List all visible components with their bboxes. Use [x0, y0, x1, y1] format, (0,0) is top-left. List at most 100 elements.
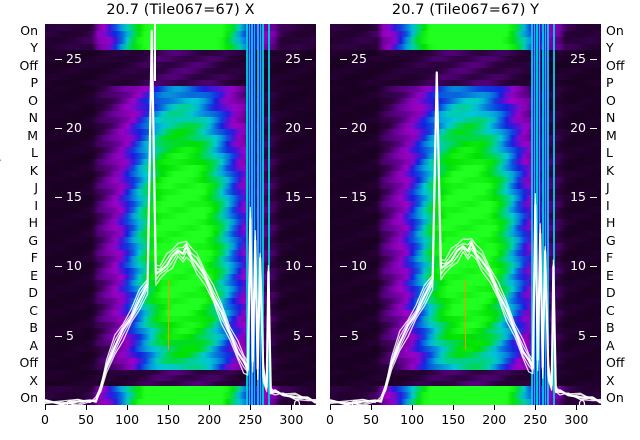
x-tick-label: 300	[564, 412, 589, 427]
category-label-right-12: G	[606, 232, 616, 248]
heatmap-row	[45, 24, 316, 32]
y-tick-label: 25	[285, 51, 312, 66]
heatmap-row	[330, 243, 601, 251]
heatmap-vertical-stripe	[539, 24, 541, 405]
heatmap-row	[45, 334, 316, 341]
category-label-left-0: On	[20, 23, 38, 38]
heatmap-row	[330, 273, 601, 281]
y-tick-label: 10	[285, 258, 312, 273]
y-tick-text: 5	[66, 327, 74, 343]
heatmap-row	[330, 30, 601, 38]
heatmap-row	[45, 110, 316, 118]
y-tick-label: 20	[340, 120, 367, 135]
x-tick-label: 150	[441, 412, 466, 427]
heatmap-vertical-stripe	[536, 24, 539, 405]
category-label-left-15: D	[28, 285, 38, 301]
y-tick-text: 0	[578, 397, 586, 405]
category-label-right-20: X	[606, 372, 615, 388]
heatmap-row	[45, 392, 316, 400]
y-tick-label: 25	[570, 51, 597, 66]
x-tick-label: 100	[115, 412, 140, 427]
x-tick-label: 150	[156, 412, 181, 427]
heatmap-row	[330, 170, 601, 178]
heatmap-row	[45, 140, 316, 148]
heatmap-row	[45, 92, 316, 100]
y-tick-mark	[55, 127, 62, 129]
heatmap-row	[330, 385, 601, 393]
heatmap-row	[330, 140, 601, 148]
overlay-trace	[45, 30, 316, 405]
heatmap-row	[330, 74, 601, 81]
y-tick-mark	[305, 127, 312, 129]
heatmap-row	[45, 74, 316, 81]
heatmap-row	[45, 322, 316, 329]
heatmap-panel-y[interactable]: 0 0 5 5 10 10 15 15 20 20 25 25	[330, 24, 601, 405]
heatmap-row	[330, 375, 601, 382]
heatmap-vertical-stripe	[547, 24, 549, 405]
y-tick-label: 0	[340, 397, 359, 405]
x-axis-x: 0 50 100 150 200 250 300	[41, 405, 316, 439]
y-tick-mark	[55, 266, 62, 268]
heatmap-row	[45, 219, 316, 226]
overlay-trace	[330, 71, 601, 404]
y-tick-label: 15	[340, 189, 367, 204]
y-tick-mark	[340, 58, 347, 60]
x-tick-label: 250	[238, 412, 263, 427]
category-label-right-6: M	[606, 127, 617, 143]
heatmap-row	[45, 231, 316, 239]
y-tick-label: 0	[293, 397, 312, 405]
heatmap-row	[45, 398, 316, 405]
category-label-right-8: K	[606, 162, 615, 178]
y-tick-text: 25	[570, 50, 586, 66]
heatmap-row	[330, 164, 601, 172]
heatmap-row	[330, 43, 601, 51]
category-label-left-13: F	[30, 250, 38, 266]
heatmap-row	[330, 219, 601, 226]
category-label-left-10: I	[34, 197, 38, 213]
y-tick-text: 0	[293, 397, 301, 405]
heatmap-row	[45, 62, 316, 69]
heatmap-row	[330, 201, 601, 208]
heatmap-vertical-stripe	[553, 24, 555, 405]
heatmap-row	[45, 237, 316, 245]
heatmap-vertical-stripe	[540, 24, 542, 405]
x-tick-mark	[412, 405, 414, 410]
x-tick-label: 0	[41, 412, 49, 427]
y-tick-label: 20	[570, 120, 597, 135]
heatmap-row	[45, 213, 316, 220]
heatmap-row	[45, 146, 316, 154]
heatmap-panel-x[interactable]: 0 0 5 5 10 10 15 15 20 20 25 25	[45, 24, 316, 405]
heatmap-vertical-stripe	[250, 24, 253, 405]
heatmap-row	[330, 158, 601, 166]
y-tick-label: 20	[55, 120, 82, 135]
x-tick-mark	[250, 405, 252, 410]
y-tick-text: 15	[351, 189, 367, 205]
y-tick-label: 15	[55, 189, 82, 204]
heatmap-row	[45, 98, 316, 106]
y-tick-text: 5	[578, 327, 586, 343]
heatmap-vertical-stripe	[254, 24, 256, 405]
heatmap-row	[45, 267, 316, 275]
heatmap-row	[45, 385, 316, 393]
heatmap-row	[330, 267, 601, 275]
orange-marker-stripe	[464, 280, 466, 350]
y-tick-mark	[55, 335, 62, 337]
x-tick-mark	[291, 405, 293, 410]
heatmap-row	[330, 207, 601, 214]
y-tick-mark	[305, 266, 312, 268]
category-label-right-16: C	[606, 302, 615, 318]
category-label-left-7: L	[31, 145, 38, 161]
category-label-right-21: On	[606, 390, 624, 405]
category-label-left-2: Off	[19, 57, 38, 73]
heatmap-row	[330, 370, 601, 377]
heatmap-row	[330, 134, 601, 142]
heatmap-vertical-stripe	[248, 24, 251, 405]
y-tick-text: 20	[66, 119, 82, 135]
category-label-left-17: B	[29, 320, 38, 336]
heatmap-row	[330, 98, 601, 106]
heatmap-row	[45, 207, 316, 214]
heatmap-vertical-stripe	[532, 24, 534, 405]
heatmap-row	[45, 358, 316, 365]
heatmap-row	[45, 352, 316, 359]
category-label-right-2: Off	[606, 57, 625, 73]
